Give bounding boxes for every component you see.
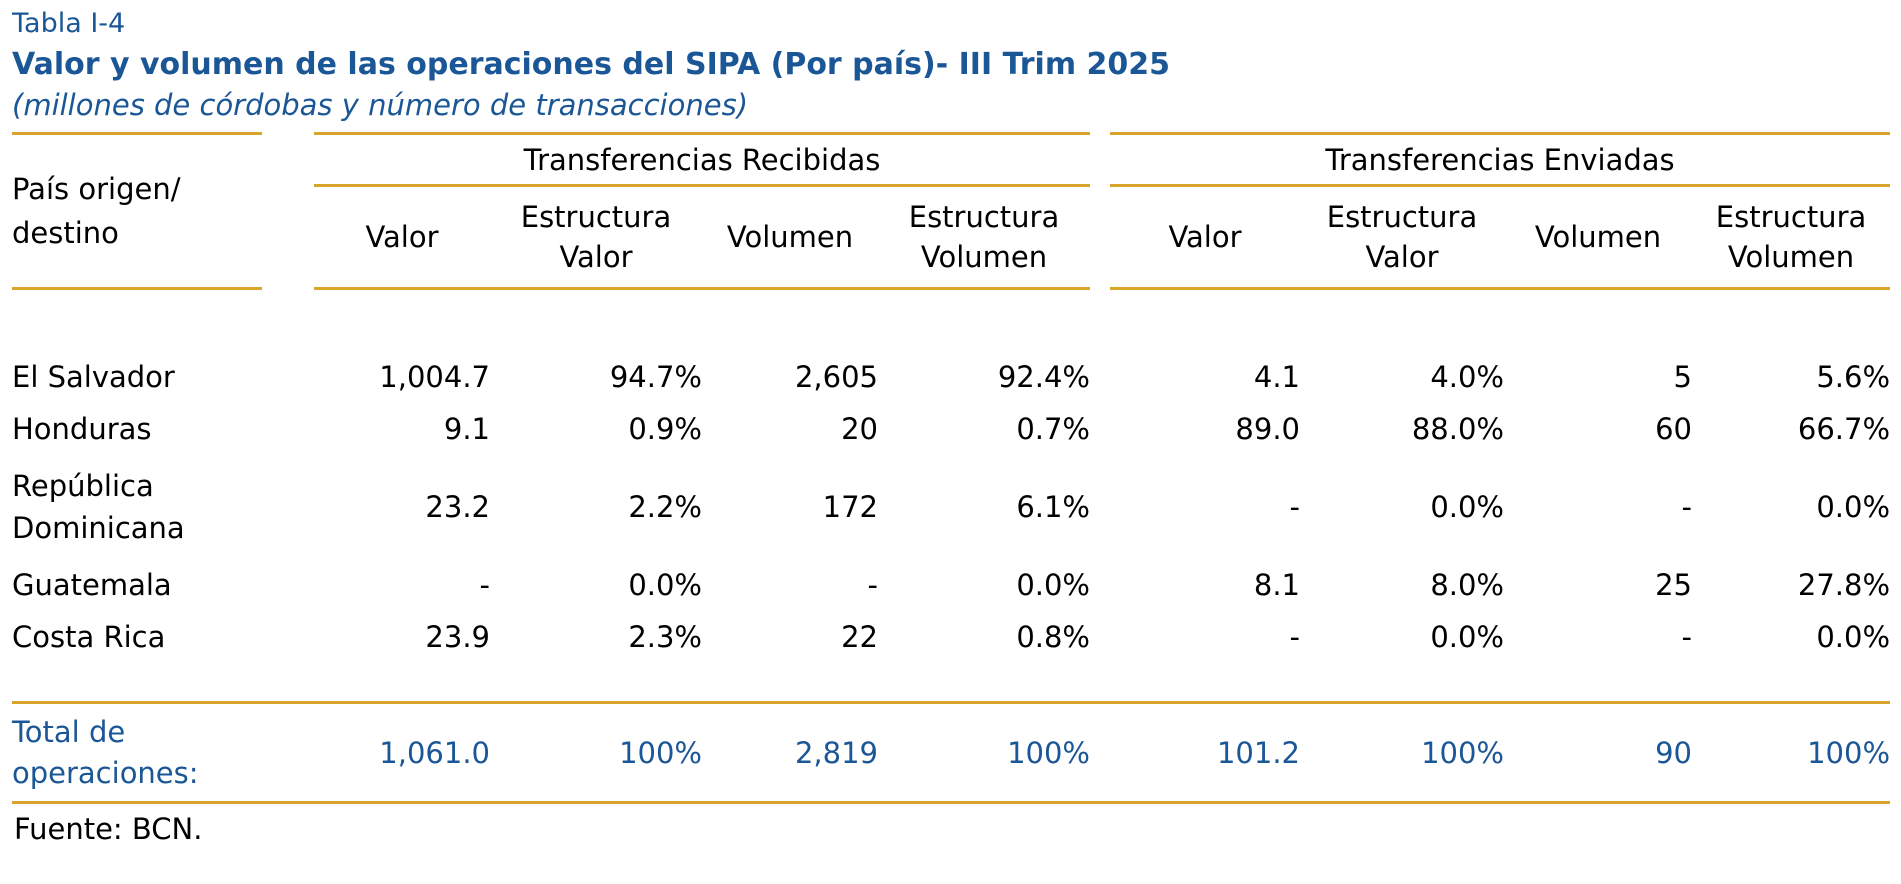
country-label: Honduras <box>12 411 152 446</box>
total-value-cell: 101.2 <box>1110 701 1300 804</box>
total-value-cell: 100% <box>878 701 1090 804</box>
value-cell: - <box>1681 619 1692 654</box>
group-header-row: País origen/ destino Transferencias Reci… <box>12 132 1891 290</box>
report-page: Tabla I-4 Valor y volumen de las operaci… <box>12 8 1891 846</box>
sub-header-row: Valor Estructura Valor Volumen Estructur… <box>12 185 1891 290</box>
value-cell: 8.1 <box>1253 567 1300 602</box>
value-cell: 5 <box>1673 359 1692 394</box>
corner-header: País origen/ destino <box>12 132 262 290</box>
col-header-enviadas-estructura-valor: Estructura Valor <box>1300 185 1504 290</box>
total-label: Total de operaciones: <box>12 701 262 804</box>
spacer-row <box>12 289 1890 351</box>
group-header-received: Transferencias Recibidas <box>314 132 1090 187</box>
value-cell: 0.8% <box>1016 619 1090 654</box>
col-header-enviadas-estructura-volumen: Estructura Volumen <box>1692 185 1891 290</box>
value-cell: 0.9% <box>628 411 702 446</box>
value-cell: 0.0% <box>628 567 702 602</box>
page-subtitle: (millones de córdobas y número de transa… <box>12 88 749 122</box>
section-gap <box>1090 134 1110 289</box>
value-cell: 92.4% <box>997 359 1090 394</box>
value-cell: 172 <box>822 489 878 524</box>
value-cell: 6.1% <box>1016 489 1090 524</box>
value-cell: 27.8% <box>1797 567 1891 602</box>
value-cell: 4.0% <box>1430 359 1504 394</box>
col-header-recibidas-volumen: Volumen <box>702 185 878 290</box>
spacer-row <box>12 663 1890 703</box>
value-cell: - <box>867 567 878 602</box>
total-row: Total de operaciones: 1,061.0 100% 2,819… <box>12 701 1891 804</box>
value-cell: 0.0% <box>1816 489 1891 524</box>
value-cell: 0.0% <box>1016 567 1090 602</box>
value-cell: - <box>1289 619 1300 654</box>
total-value-cell: 100% <box>1300 701 1504 804</box>
total-value-cell: 1,061.0 <box>314 701 490 804</box>
value-cell: 0.0% <box>1430 489 1504 524</box>
country-label: El Salvador <box>12 359 175 394</box>
value-cell: 2,605 <box>794 359 878 394</box>
col-header-recibidas-estructura-valor: Estructura Valor <box>490 185 702 290</box>
total-value-cell: 100% <box>1692 701 1891 804</box>
col-header-enviadas-valor: Valor <box>1110 185 1300 290</box>
country-label: Guatemala <box>12 567 172 602</box>
value-cell: 2.2% <box>628 489 702 524</box>
value-cell: - <box>479 567 490 602</box>
value-cell: - <box>1681 489 1692 524</box>
value-cell: 22 <box>841 619 878 654</box>
col-header-recibidas-estructura-volumen: Estructura Volumen <box>878 185 1090 290</box>
total-value-cell: 2,819 <box>702 701 878 804</box>
table-row-republica-dominicana: República Dominicana 23.2 2.2% 172 6.1% … <box>12 455 1890 559</box>
page-title: Valor y volumen de las operaciones del S… <box>12 47 1171 82</box>
value-cell: 89.0 <box>1235 411 1300 446</box>
column-gap <box>262 134 314 289</box>
value-cell: 25 <box>1655 567 1692 602</box>
value-cell: 0.0% <box>1816 619 1891 654</box>
value-cell: 20 <box>841 411 878 446</box>
value-cell: 9.1 <box>443 411 490 446</box>
value-cell: 8.0% <box>1430 567 1504 602</box>
table-row-guatemala: Guatemala - 0.0% - 0.0% 8.1 8.0% 25 27.8… <box>12 559 1890 611</box>
value-cell: 66.7% <box>1797 411 1891 446</box>
value-cell: 1,004.7 <box>379 359 490 394</box>
value-cell: 23.2 <box>425 489 490 524</box>
col-header-recibidas-valor: Valor <box>314 185 490 290</box>
value-cell: - <box>1289 489 1300 524</box>
value-cell: 2.3% <box>628 619 702 654</box>
table-row-el-salvador: El Salvador 1,004.7 94.7% 2,605 92.4% 4.… <box>12 351 1890 403</box>
value-cell: 88.0% <box>1411 411 1504 446</box>
total-value-cell: 100% <box>490 701 702 804</box>
sipa-operations-table: País origen/ destino Transferencias Reci… <box>12 132 1891 804</box>
col-header-enviadas-volumen: Volumen <box>1504 185 1692 290</box>
value-cell: 23.9 <box>425 619 490 654</box>
value-cell: 94.7% <box>609 359 702 394</box>
value-cell: 60 <box>1655 411 1692 446</box>
country-label: Costa Rica <box>12 619 166 654</box>
table-row-honduras: Honduras 9.1 0.9% 20 0.7% 89.0 88.0% 60 … <box>12 403 1890 455</box>
country-label: República Dominicana <box>12 468 185 545</box>
value-cell: 0.0% <box>1430 619 1504 654</box>
value-cell: 4.1 <box>1253 359 1300 394</box>
table-number-label: Tabla I-4 <box>12 8 126 39</box>
value-cell: 5.6% <box>1816 359 1891 394</box>
total-value-cell: 90 <box>1504 701 1692 804</box>
table-row-costa-rica: Costa Rica 23.9 2.3% 22 0.8% - 0.0% - 0.… <box>12 611 1890 663</box>
group-header-sent: Transferencias Enviadas <box>1110 132 1891 187</box>
source-note: Fuente: BCN. <box>14 812 203 846</box>
value-cell: 0.7% <box>1016 411 1090 446</box>
